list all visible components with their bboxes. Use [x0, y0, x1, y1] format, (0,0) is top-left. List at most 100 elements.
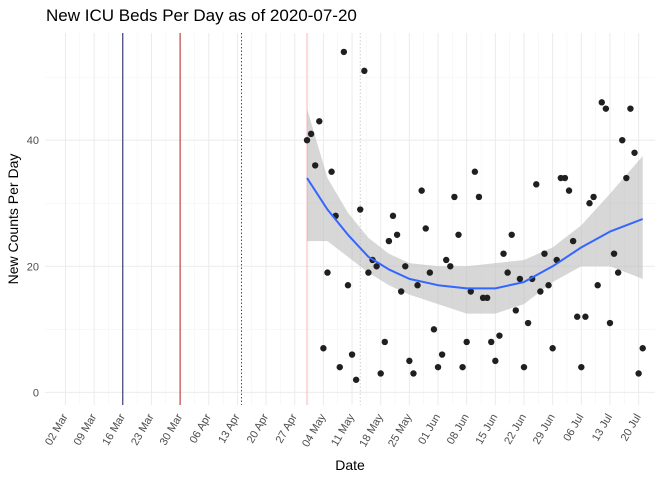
- data-point: [504, 269, 511, 276]
- data-point: [438, 351, 446, 358]
- data-point: [475, 193, 483, 201]
- data-point: [459, 363, 466, 371]
- data-point: [467, 288, 474, 295]
- data-point: [348, 351, 356, 358]
- data-point: [434, 363, 442, 371]
- x-tick-label: 16 Mar: [100, 412, 128, 448]
- data-point: [524, 319, 532, 327]
- x-tick-label: 01 Jun: [416, 412, 443, 447]
- data-point: [533, 181, 540, 188]
- data-point: [545, 282, 552, 289]
- data-point: [414, 282, 421, 289]
- data-point: [455, 231, 462, 238]
- data-point: [623, 174, 630, 182]
- data-point: [443, 256, 450, 264]
- data-point: [516, 275, 524, 283]
- x-tick-label: 04 May: [300, 412, 329, 450]
- data-point: [312, 162, 319, 169]
- data-point: [569, 237, 577, 245]
- data-point: [340, 48, 348, 56]
- data-point: [307, 130, 315, 138]
- data-point: [496, 332, 503, 339]
- data-point: [303, 136, 311, 144]
- data-point: [406, 357, 413, 365]
- x-tick-label: 18 May: [357, 412, 386, 450]
- data-point: [582, 313, 589, 320]
- data-point: [357, 206, 364, 213]
- data-point: [610, 250, 618, 257]
- data-point: [410, 370, 417, 377]
- data-point: [361, 67, 368, 75]
- x-tick-label: 25 May: [386, 412, 415, 450]
- data-point: [426, 269, 434, 276]
- data-point: [549, 345, 556, 352]
- data-point: [537, 288, 544, 295]
- data-point: [606, 319, 614, 327]
- data-point: [365, 269, 372, 276]
- data-point: [316, 118, 323, 125]
- data-point: [397, 288, 405, 295]
- x-tick-label: 06 Apr: [188, 412, 214, 446]
- data-point: [594, 282, 601, 289]
- y-tick-label: 0: [33, 387, 39, 399]
- data-point: [574, 313, 581, 320]
- data-point: [328, 168, 335, 175]
- x-tick-label: 22 Jun: [502, 412, 529, 447]
- x-tick-label: 20 Jul: [619, 412, 644, 443]
- data-point: [520, 363, 528, 371]
- data-point: [590, 193, 597, 201]
- data-point: [430, 326, 438, 333]
- data-point: [541, 250, 548, 257]
- data-point: [602, 105, 610, 112]
- x-tick-label: 20 Apr: [245, 412, 271, 446]
- x-tick-label: 29 Jun: [531, 412, 558, 447]
- chart-title: New ICU Beds Per Day as of 2020-07-20: [46, 6, 357, 25]
- x-tick-label: 13 Apr: [216, 412, 242, 446]
- x-tick-label: 02 Mar: [43, 412, 71, 448]
- data-point: [451, 193, 458, 201]
- data-point: [508, 231, 515, 238]
- data-point: [377, 370, 384, 377]
- x-tick-label: 09 Mar: [72, 412, 100, 448]
- x-tick-label: 06 Jul: [561, 412, 586, 443]
- confidence-band: [307, 108, 643, 314]
- data-point: [463, 338, 470, 346]
- data-point: [619, 136, 626, 144]
- data-point: [447, 263, 454, 270]
- data-point: [561, 174, 569, 182]
- smooth-line: [306, 177, 644, 290]
- data-point: [324, 269, 331, 276]
- data-point: [422, 225, 429, 232]
- data-point: [586, 200, 593, 207]
- data-point: [492, 357, 499, 365]
- data-point: [393, 231, 401, 238]
- x-tick-label: 27 Apr: [274, 412, 300, 446]
- y-tick-label: 20: [27, 261, 39, 273]
- data-point: [389, 212, 397, 220]
- data-point: [418, 187, 425, 194]
- data-point: [627, 105, 634, 112]
- data-point: [639, 345, 646, 352]
- data-point: [578, 363, 585, 371]
- data-point: [631, 149, 638, 156]
- data-point: [635, 370, 642, 377]
- x-tick-label: 11 May: [329, 412, 357, 449]
- data-point: [320, 345, 327, 352]
- data-point: [488, 338, 495, 346]
- data-point: [381, 338, 388, 346]
- data-point: [471, 168, 479, 175]
- data-point: [512, 307, 520, 314]
- data-point: [500, 250, 507, 257]
- data-point: [352, 376, 360, 383]
- data-point: [336, 363, 343, 371]
- data-point: [565, 187, 573, 194]
- data-point: [344, 282, 352, 289]
- data-point: [402, 263, 409, 270]
- y-tick-label: 40: [27, 135, 39, 147]
- data-point: [483, 294, 491, 302]
- x-tick-label: 13 Jul: [590, 412, 615, 443]
- y-axis-title: New Counts Per Day: [5, 154, 21, 285]
- x-tick-label: 23 Mar: [129, 412, 157, 448]
